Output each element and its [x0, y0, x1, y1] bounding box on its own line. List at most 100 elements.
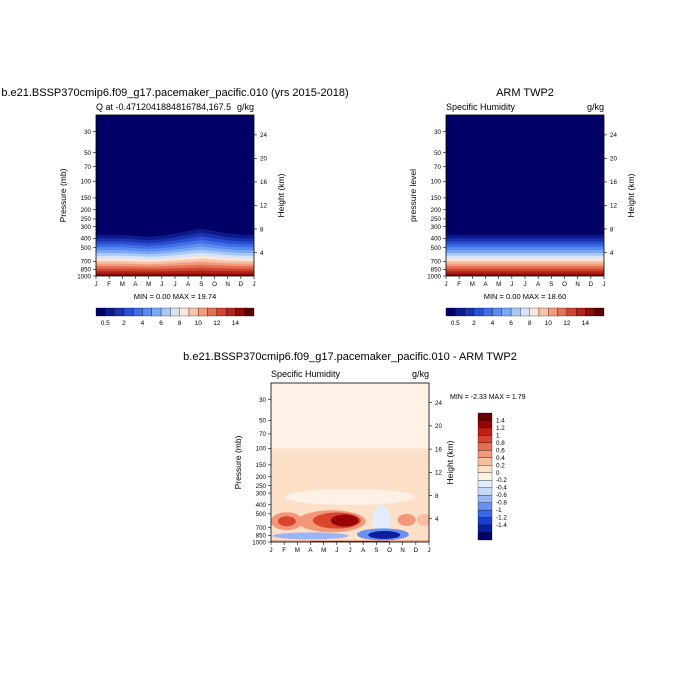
x-tick-label: J — [269, 547, 272, 554]
panel-obs-minmax: MIN = 0.00 MAX = 18.60 — [484, 292, 567, 301]
x-tick-label: F — [457, 281, 461, 288]
panel-obs-colorbar: 0.5 2 4 6 8 10 12 14 — [445, 307, 605, 327]
y-tick-label: 850 — [431, 267, 442, 274]
y-tick-label: 200 — [256, 474, 267, 481]
y-tick-label: 250 — [256, 483, 267, 490]
x-tick-label: A — [133, 281, 138, 288]
colorbar-label: 0.4 — [496, 455, 505, 462]
colorbar-label: 4 — [141, 320, 145, 327]
colorbar-label: 12 — [563, 320, 571, 327]
colorbar-swatch — [445, 307, 456, 317]
y-tick-label: 70 — [259, 431, 266, 438]
colorbar-swatch — [477, 509, 493, 518]
y-right-tick-label: 12 — [260, 203, 267, 210]
colorbar-swatch — [566, 307, 577, 317]
y-right-tick-label: 8 — [260, 226, 264, 233]
colorbar-swatch — [477, 495, 493, 503]
colorbar-label: -1.4 — [496, 522, 507, 529]
x-tick-label: O — [562, 281, 567, 288]
y-right-axis-label: Height (km) — [445, 440, 455, 484]
colorbar-label: 0.2 — [496, 462, 505, 469]
x-tick-label: M — [120, 281, 125, 288]
colorbar-label: 2 — [122, 320, 126, 327]
lobe-positive-jan-core — [277, 516, 296, 527]
colorbar-label: -0.2 — [496, 477, 507, 484]
y-tick-label: 50 — [259, 418, 266, 425]
y-tick-label: 400 — [81, 236, 92, 243]
field — [271, 383, 429, 542]
x-tick-label: O — [387, 547, 392, 554]
panel-diff-minmax: MIN = -2.33 MAX = 1.79 — [450, 394, 526, 401]
x-tick-label: A — [361, 547, 366, 554]
colorbar-label: -0.4 — [496, 485, 507, 492]
y-tick-label: 300 — [431, 224, 442, 231]
y-tick-label: 700 — [256, 525, 267, 532]
x-tick-label: M — [295, 547, 300, 554]
colorbar-swatch — [455, 307, 465, 317]
humidity-band — [96, 273, 254, 276]
colorbar-swatch — [548, 307, 558, 317]
region-upper-negative — [271, 383, 429, 449]
y-right-tick-label: 16 — [435, 446, 442, 453]
y-right-tick-label: 12 — [435, 470, 442, 477]
y-tick-label: 70 — [84, 164, 91, 171]
colorbar-label: -0.6 — [496, 492, 507, 499]
y-tick-label: 1000 — [427, 273, 441, 280]
y-right-tick-label: 20 — [435, 423, 442, 430]
y-right-tick-label: 8 — [610, 226, 614, 233]
panel-model-subtitle-left: Q at -0.471204188481678­4,167.5 — [96, 102, 231, 112]
panel-diff-title: b.e21.BSSP370cmip6.f09_g17.pacemaker_pac… — [183, 351, 517, 363]
y-tick-label: 400 — [431, 236, 442, 243]
panel-model-title: b.e21.BSSP370cmip6.f09_g17.pacemaker_pac… — [1, 87, 348, 99]
colorbar-swatch — [105, 307, 115, 317]
y-right-tick-label: 16 — [610, 179, 617, 186]
y-tick-label: 200 — [81, 207, 92, 214]
panel-diff-subtitle-left: Specific Humidity — [271, 369, 341, 379]
panel-model: b.e21.BSSP370cmip6.f09_g17.pacemaker_pac… — [1, 87, 348, 327]
panel-obs: ARM TWP2 Specific Humidity g/kg 30 50 70 10… — [408, 87, 636, 327]
colorbar-swatch — [170, 307, 180, 317]
colorbar-swatch — [477, 435, 493, 444]
y-tick-label: 200 — [431, 207, 442, 214]
x-tick-label: A — [483, 281, 488, 288]
panel-obs-subtitle-left: Specific Humidity — [446, 102, 516, 112]
colorbar-swatch — [160, 307, 171, 317]
y-tick-label: 100 — [81, 179, 92, 186]
colorbar-swatch — [477, 420, 493, 429]
colorbar-swatch — [473, 307, 484, 317]
colorbar-swatch — [198, 307, 208, 317]
y-right-tick-label: 4 — [260, 250, 264, 257]
colorbar-label: 1 — [496, 432, 500, 439]
colorbar-swatch — [477, 412, 493, 421]
y-tick-label: 50 — [84, 150, 91, 157]
colorbar-swatch — [477, 532, 493, 541]
y-tick-label: 850 — [81, 267, 92, 274]
x-tick-label: J — [444, 281, 447, 288]
field — [446, 115, 604, 276]
x-tick-label: N — [575, 281, 579, 288]
y-axis-label: pressure level — [408, 169, 418, 222]
region-mid-negative — [285, 488, 415, 505]
x-tick-label: J — [335, 547, 338, 554]
y-right-tick-label: 4 — [435, 516, 439, 523]
colorbar-swatch — [188, 307, 199, 317]
colorbar-label: 10 — [195, 320, 203, 327]
x-tick-label: J — [427, 547, 430, 554]
x-tick-label: J — [160, 281, 163, 288]
x-tick-label: A — [308, 547, 313, 554]
colorbar-label: 1.2 — [496, 425, 505, 432]
y-tick-label: 500 — [81, 245, 92, 252]
y-tick-label: 30 — [259, 397, 266, 404]
x-tick-label: J — [602, 281, 605, 288]
colorbar-swatch — [95, 307, 106, 317]
colorbar-swatch — [477, 457, 493, 466]
colorbar-label: -0.8 — [496, 500, 507, 507]
y-tick-label: 400 — [256, 502, 267, 509]
x-tick-label: J — [348, 547, 351, 554]
y-tick-label: 30 — [84, 129, 91, 136]
y-right-tick-label: 16 — [260, 179, 267, 186]
colorbar-swatch — [477, 502, 493, 511]
